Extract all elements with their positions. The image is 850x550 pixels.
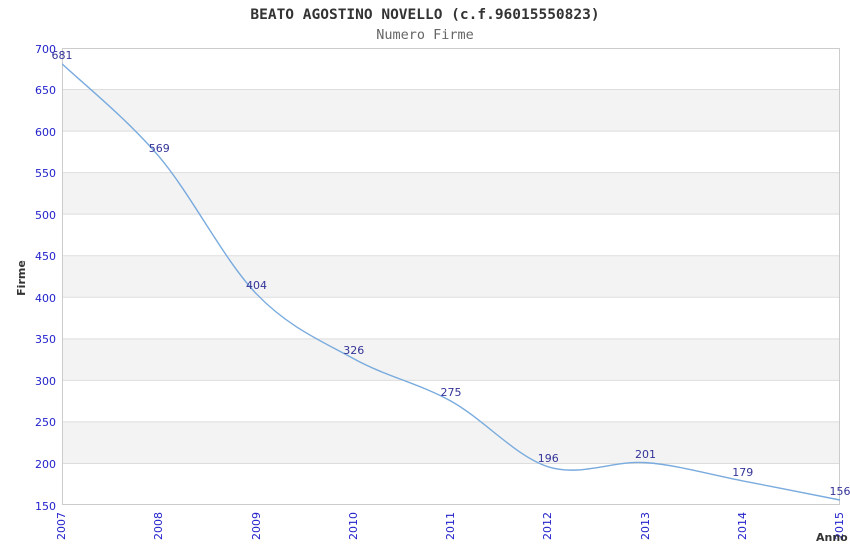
- data-point-label: 681: [51, 48, 73, 62]
- x-tick-label: 2007: [55, 512, 68, 540]
- plot-border: [62, 48, 840, 505]
- data-point-label: 179: [732, 465, 754, 479]
- data-point-label: 569: [148, 141, 170, 155]
- x-tick-label: 2011: [444, 512, 457, 540]
- y-tick-label: 450: [35, 250, 56, 264]
- series-line: [62, 63, 840, 501]
- y-tick-label: 200: [35, 457, 56, 471]
- background-band: [62, 421, 840, 464]
- chart-title: BEATO AGOSTINO NOVELLO (c.f.96015550823): [250, 7, 600, 23]
- x-tick-label: 2014: [735, 512, 749, 540]
- y-tick-label: 400: [35, 291, 56, 305]
- x-tick-label: 2012: [541, 512, 555, 540]
- x-tick-label: 2008: [152, 512, 166, 540]
- y-axis-title: Firme: [15, 260, 28, 296]
- data-point-label: 326: [343, 343, 365, 357]
- background-band: [62, 89, 840, 132]
- y-tick-label: 350: [35, 333, 56, 347]
- y-tick-label: 500: [35, 208, 56, 222]
- x-tick-label: 2010: [346, 512, 360, 540]
- data-point-label: 201: [635, 447, 656, 461]
- chart-subtitle: Numero Firme: [376, 27, 474, 43]
- plot-area: [62, 48, 840, 505]
- y-tick-label: 150: [35, 499, 56, 513]
- data-point-label: 156: [829, 485, 850, 498]
- y-tick-label: 700: [35, 42, 56, 56]
- data-point-label: 275: [440, 386, 462, 400]
- y-tick-label: 650: [35, 84, 56, 98]
- data-point-label: 196: [537, 451, 559, 465]
- background-band: [62, 172, 840, 215]
- background-band: [62, 255, 840, 298]
- y-tick-label: 600: [35, 125, 56, 139]
- x-tick-label: 2013: [638, 512, 652, 540]
- x-axis-title: Anno: [816, 531, 848, 544]
- y-tick-label: 300: [35, 374, 56, 388]
- data-point-label: 404: [246, 278, 267, 292]
- y-tick-label: 250: [35, 416, 56, 430]
- background-band: [62, 338, 840, 381]
- x-tick-label: 2009: [249, 512, 263, 540]
- y-tick-label: 550: [35, 167, 56, 181]
